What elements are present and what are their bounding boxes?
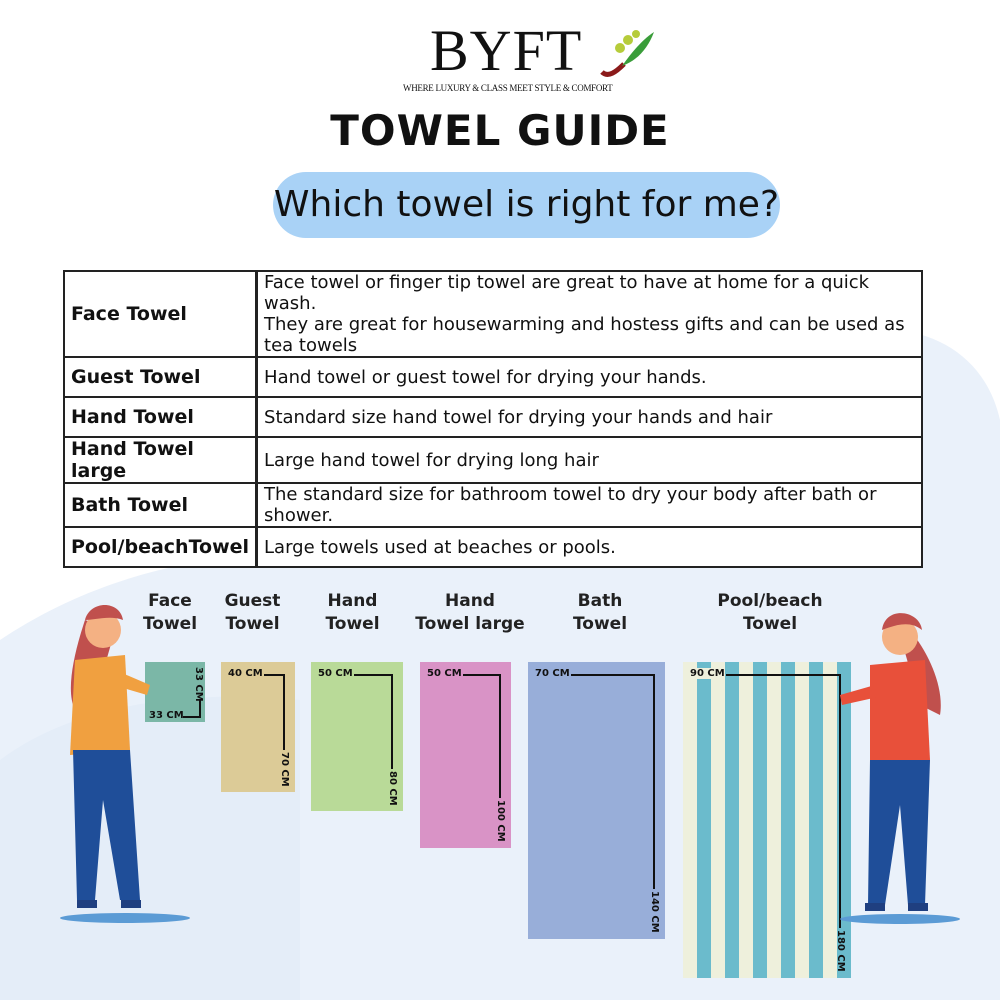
height-label: 80 CM (387, 771, 398, 806)
dimension-line (839, 674, 841, 928)
dimension-line (264, 674, 285, 676)
towel-swatch (145, 662, 205, 722)
towel-label: Guest Towel (215, 590, 290, 636)
towel-label: Hand Towel (315, 590, 390, 636)
label-line: Pool/beach (717, 591, 823, 611)
width-label: 40 CM (228, 668, 263, 679)
label-line: Bath (577, 591, 623, 611)
width-label: 90 CM (690, 668, 725, 679)
label-line: Hand (327, 591, 378, 611)
desc-line: Face towel or finger tip towel are great… (264, 272, 870, 314)
dimension-line (499, 674, 501, 798)
towel-desc: The standard size for bathroom towel to … (255, 482, 924, 528)
label-line: Towel (225, 614, 280, 634)
label-line: Guest (224, 591, 281, 611)
label-line: Towel large (415, 614, 525, 634)
towel-desc: Face towel or finger tip towel are great… (255, 270, 924, 358)
label-line: Towel (742, 614, 798, 634)
towel-name: Face Towel (63, 270, 259, 358)
woman-left-illustration (60, 605, 190, 923)
dimension-line (726, 674, 841, 676)
towel-swatch (221, 662, 295, 792)
dimension-line (354, 674, 393, 676)
towel-label: Pool/beach Towel (710, 590, 830, 636)
label-line: Towel (572, 614, 628, 634)
brand-tagline: WHERE LUXURY & CLASS MEET STYLE & COMFOR… (403, 83, 613, 93)
desc-line: They are great for housewarming and host… (264, 314, 905, 356)
dimension-line (391, 674, 393, 769)
height-label: 70 CM (279, 752, 290, 787)
towel-name: Guest Towel (63, 356, 259, 398)
label-line: Face (148, 591, 192, 611)
table-row: Guest Towel Hand towel or guest towel for… (63, 356, 924, 398)
width-label: 50 CM (427, 668, 462, 679)
towel-swatch (528, 662, 665, 939)
towel-name: Hand Towel large (63, 436, 259, 484)
page-title: TOWEL GUIDE (330, 106, 670, 155)
height-label: 180 CM (835, 930, 846, 972)
dimension-line (571, 674, 655, 676)
towel-name: Pool/beachTowel (63, 526, 259, 568)
towel-swatch (311, 662, 403, 811)
width-label: 33 CM (149, 710, 184, 721)
towel-desc: Hand towel or guest towel for drying you… (255, 356, 924, 398)
towel-name: Hand Towel (63, 396, 259, 438)
height-label: 140 CM (649, 891, 660, 933)
label-line: Towel (142, 614, 198, 634)
towel-name: Bath Towel (63, 482, 259, 528)
table-row: Hand Towel large Large hand towel for dry… (63, 436, 924, 484)
width-label: 50 CM (318, 668, 353, 679)
table-row: Pool/beachTowel Large towels used at beac… (63, 526, 924, 568)
towel-swatch (683, 662, 851, 978)
woman-right-illustration (840, 613, 960, 924)
towel-desc: Standard size hand towel for drying your… (255, 396, 924, 438)
towel-swatch (420, 662, 511, 848)
question-banner: Which towel is right for me? (273, 172, 780, 238)
table-row: Hand Towel Standard size hand towel for d… (63, 396, 924, 438)
height-label: 100 CM (495, 800, 506, 842)
dimension-line (653, 674, 655, 889)
dimension-line (199, 700, 201, 718)
towel-label: Bath Towel (560, 590, 640, 636)
dimension-line (283, 674, 285, 750)
brand-logo: BYFT (430, 18, 583, 83)
table-row: Bath Towel The standard size for bathroom… (63, 482, 924, 528)
towel-desc: Large hand towel for drying long hair (255, 436, 924, 484)
label-line: Hand (445, 591, 495, 611)
towel-table: Face Towel Face towel or finger tip towel… (63, 270, 924, 568)
towel-label: Face Towel (130, 590, 210, 636)
width-label: 70 CM (535, 668, 570, 679)
label-line: Towel (325, 614, 380, 634)
dimension-line (463, 674, 501, 676)
table-row: Face Towel Face towel or finger tip towel… (63, 270, 924, 358)
towel-label: Hand Towel large (415, 590, 525, 636)
towel-desc: Large towels used at beaches or pools. (255, 526, 924, 568)
dimension-line (183, 716, 201, 718)
leaf-icon (600, 30, 654, 77)
